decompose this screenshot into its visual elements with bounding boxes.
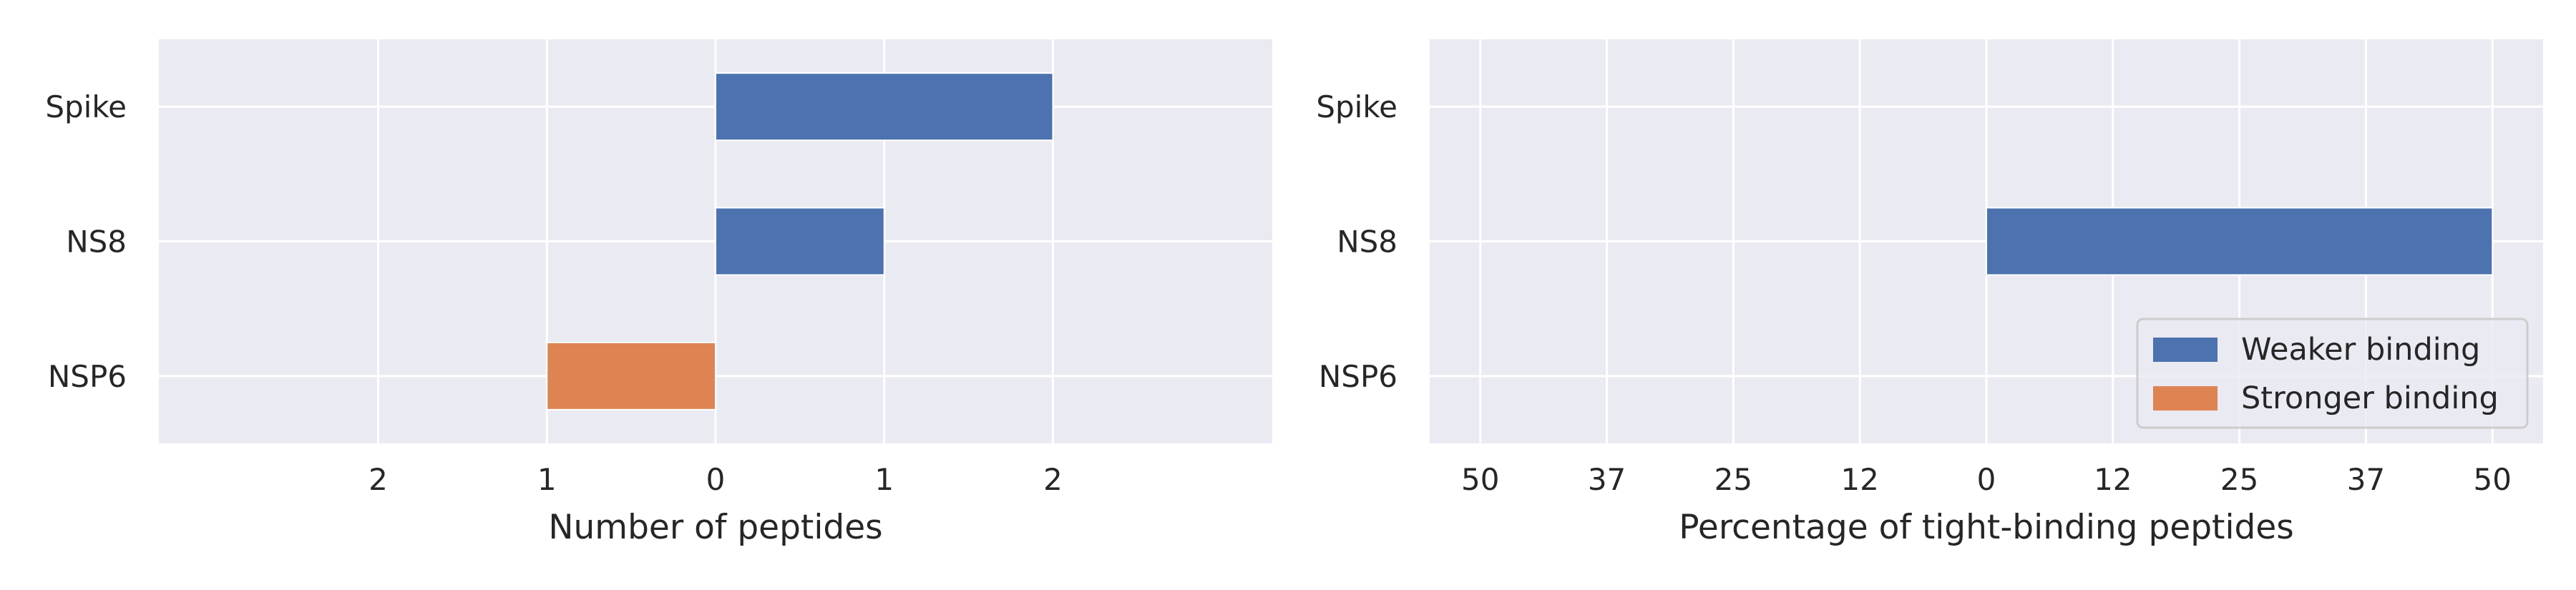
left-x-tick-label-1: 1 [537,462,557,497]
left-bar-weaker-ns8 [715,207,885,276]
right-y-tick-label-ns8: NS8 [1337,225,1397,260]
right-chart-panel: 50 37 25 12 0 12 25 37 50 Spike NS8 NSP6 Percentage … [1316,39,2543,547]
right-x-tick-label-5: 12 [2094,462,2132,497]
legend-label-weaker: Weaker binding [2241,332,2480,368]
left-bar-stronger-nsp6 [546,341,716,410]
right-x-tick-label-0: 50 [1461,462,1499,497]
right-x-tick-label-8: 50 [2474,462,2512,497]
left-x-tick-label-0: 2 [369,462,388,497]
right-y-tick-label-spike: Spike [1316,89,1397,124]
right-x-tick-label-4: 0 [1977,462,1996,497]
left-y-tick-label-nsp6: NSP6 [48,359,127,394]
right-x-tick-label-7: 37 [2347,462,2385,497]
left-y-tick-label-spike: Spike [45,89,127,124]
legend-swatch-stronger [2153,386,2218,410]
right-x-tick-label-3: 12 [1840,462,1878,497]
left-y-tick-label-ns8: NS8 [66,225,127,260]
left-bar-weaker-spike [715,72,1054,142]
legend-swatch-weaker [2153,338,2218,362]
right-y-tick-label-nsp6: NSP6 [1319,359,1397,394]
right-x-tick-label-6: 25 [2220,462,2258,497]
legend: Weaker binding Stronger binding [2136,318,2529,429]
right-x-tick-label-1: 37 [1588,462,1626,497]
legend-label-stronger: Stronger binding [2241,380,2499,416]
left-chart-panel: 2 1 0 1 2 Spike NS8 NSP6 Number of peptides [45,39,1272,547]
right-x-tick-label-2: 25 [1714,462,1752,497]
right-bar-weaker-ns8 [1986,207,2494,276]
left-x-axis-label: Number of peptides [548,508,882,547]
left-x-tick-label-4: 2 [1043,462,1063,497]
left-x-tick-label-2: 0 [706,462,726,497]
left-x-tick-label-3: 1 [874,462,894,497]
right-x-axis-label: Percentage of tight-binding peptides [1679,508,2294,547]
legend-frame [2136,318,2529,429]
